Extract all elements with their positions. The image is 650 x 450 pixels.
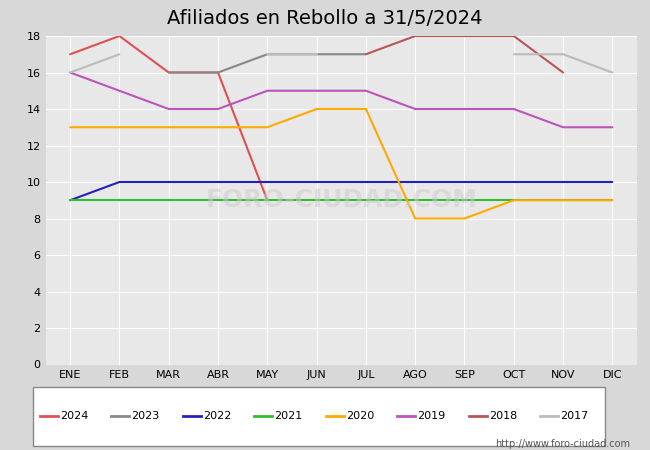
Text: 2023: 2023 (131, 411, 159, 421)
Text: 2022: 2022 (203, 411, 231, 421)
Text: 2020: 2020 (346, 411, 374, 421)
Text: http://www.foro-ciudad.com: http://www.foro-ciudad.com (495, 439, 630, 449)
Text: Afiliados en Rebollo a 31/5/2024: Afiliados en Rebollo a 31/5/2024 (167, 9, 483, 27)
Text: 2019: 2019 (417, 411, 445, 421)
Text: 2021: 2021 (274, 411, 302, 421)
Text: 2024: 2024 (60, 411, 88, 421)
Text: 2018: 2018 (489, 411, 517, 421)
Text: FORO-CIUDAD.COM: FORO-CIUDAD.COM (205, 188, 477, 212)
FancyBboxPatch shape (32, 387, 604, 446)
Text: 2017: 2017 (560, 411, 588, 421)
